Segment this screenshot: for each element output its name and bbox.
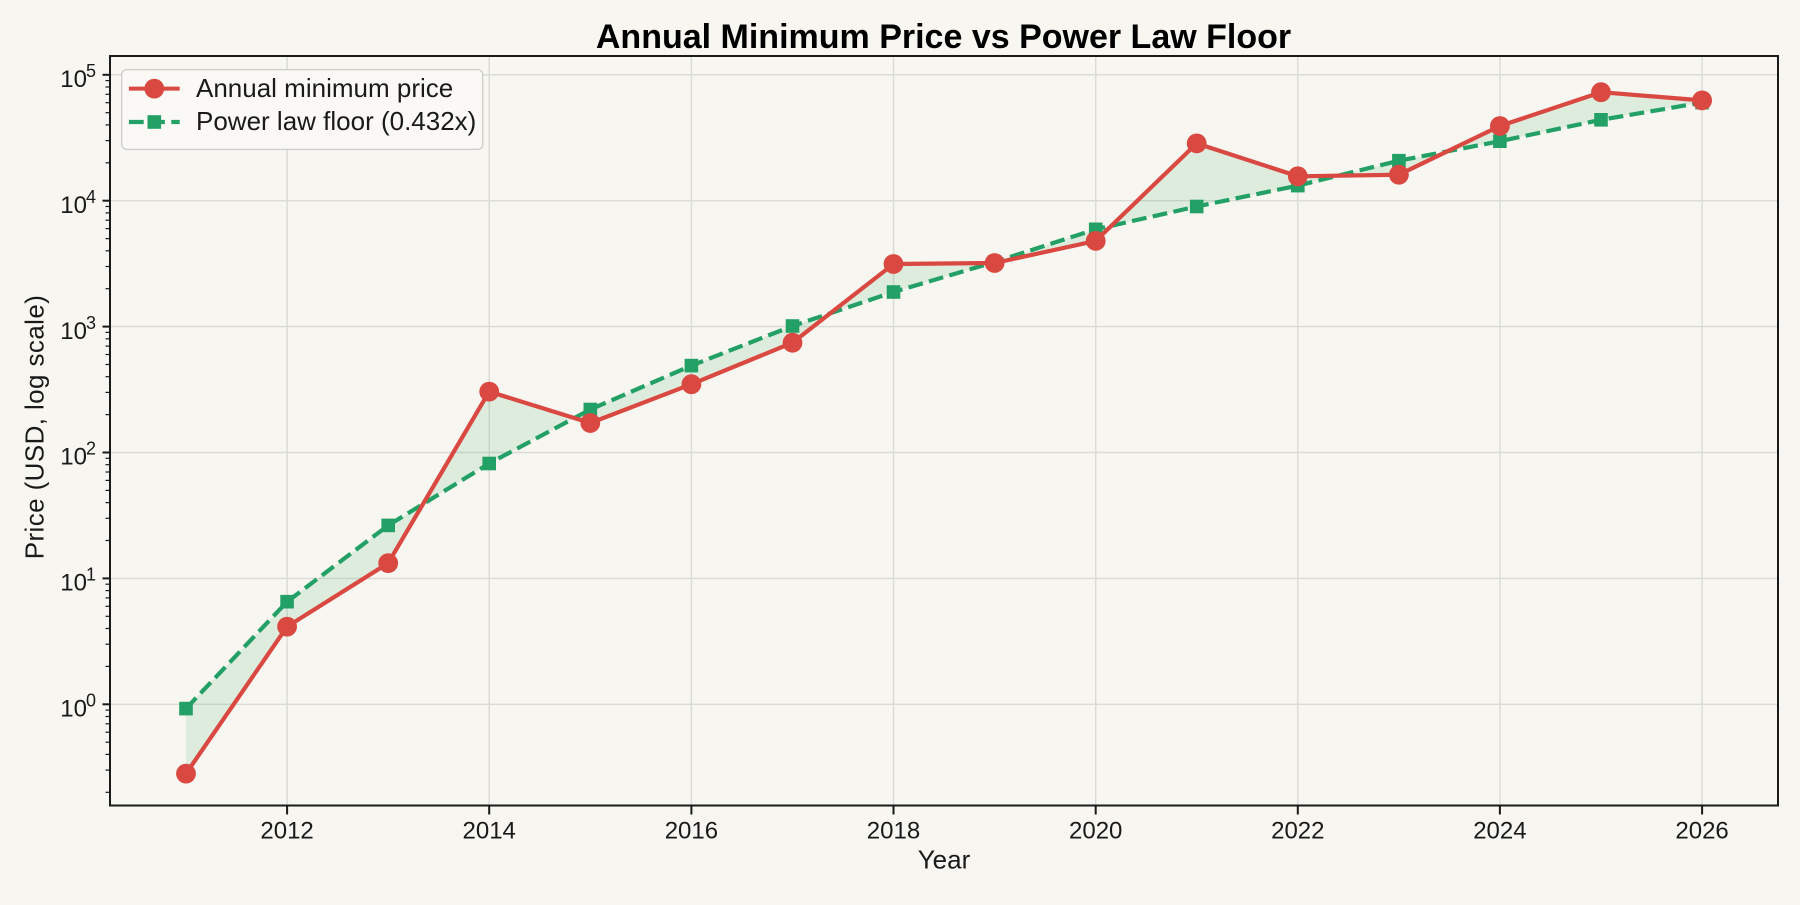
svg-text:2022: 2022 [1271,818,1324,845]
svg-text:10: 10 [60,696,87,723]
svg-text:10: 10 [60,318,87,345]
svg-text:2020: 2020 [1069,818,1122,845]
svg-text:10: 10 [60,570,87,597]
svg-text:3: 3 [86,313,96,333]
svg-text:Annual Minimum Price vs Power: Annual Minimum Price vs Power Law Floor [596,18,1291,56]
svg-text:10: 10 [60,66,87,93]
svg-text:10: 10 [60,192,87,219]
svg-text:2012: 2012 [260,818,313,845]
svg-text:10: 10 [60,444,87,471]
svg-text:1: 1 [86,565,96,585]
svg-text:Annual minimum price: Annual minimum price [196,73,453,103]
svg-text:2014: 2014 [463,818,516,845]
svg-text:5: 5 [86,61,96,81]
svg-text:2024: 2024 [1473,818,1526,845]
svg-text:0: 0 [86,691,96,711]
svg-text:Price (USD, log scale): Price (USD, log scale) [20,295,50,560]
svg-text:2: 2 [86,439,96,459]
svg-text:4: 4 [86,187,96,207]
svg-text:2026: 2026 [1675,818,1728,845]
svg-text:Year: Year [918,845,971,875]
svg-text:2018: 2018 [867,818,920,845]
svg-text:Power law floor (0.432x): Power law floor (0.432x) [196,106,476,136]
svg-text:2016: 2016 [665,818,718,845]
